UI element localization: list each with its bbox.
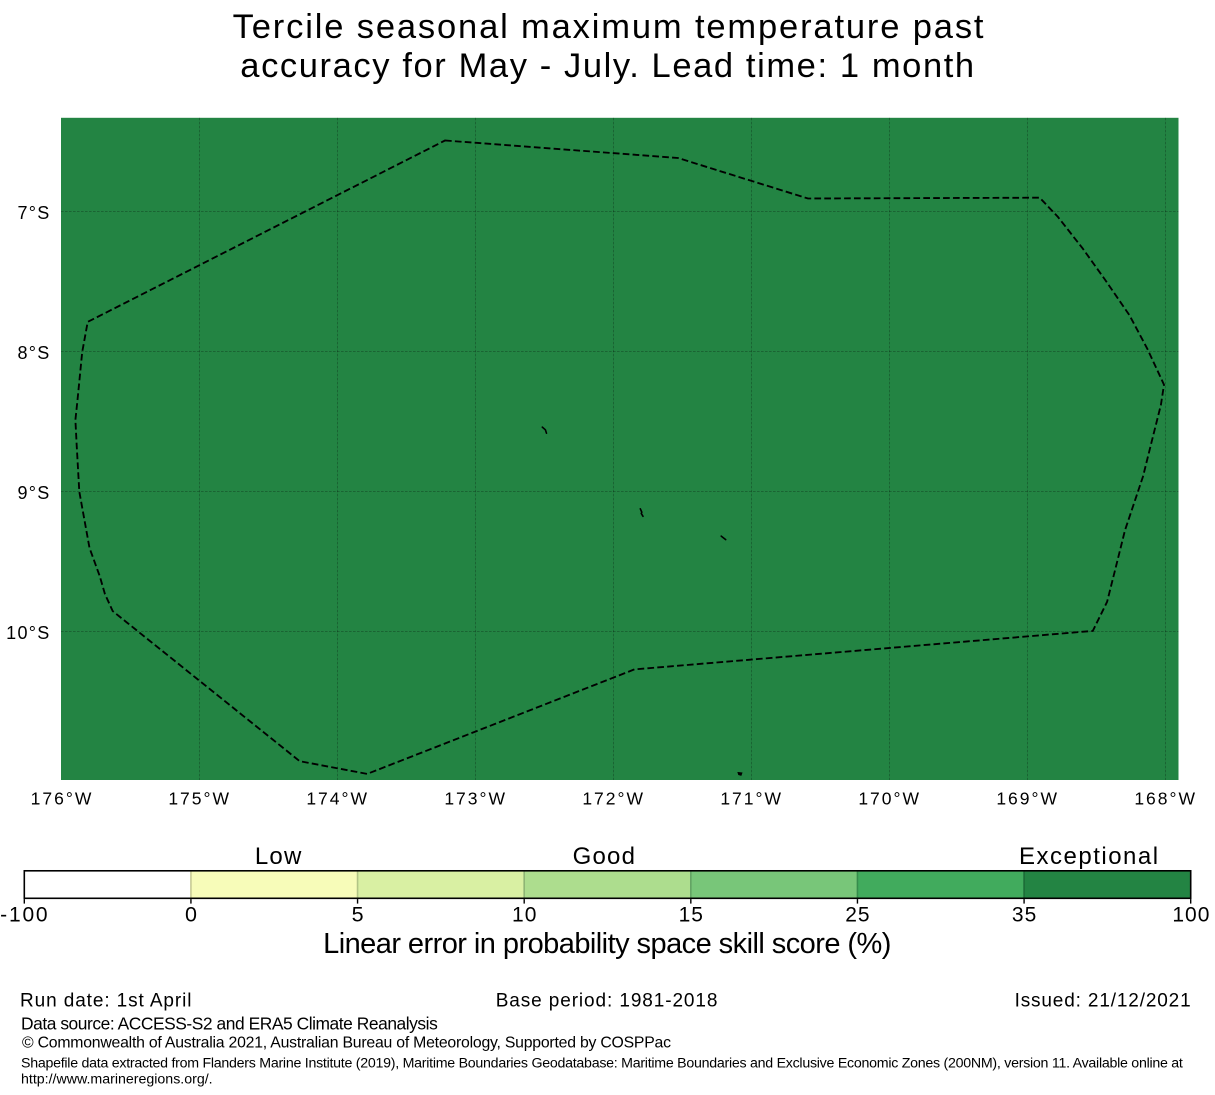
svg-text:9°S: 9°S	[17, 483, 50, 503]
svg-text:Linear error in probability sp: Linear error in probability space skill …	[323, 928, 891, 960]
svg-text:170°W: 170°W	[858, 789, 921, 809]
svg-text:7°S: 7°S	[17, 203, 50, 223]
svg-text:10: 10	[512, 904, 537, 927]
svg-text:25: 25	[845, 904, 870, 927]
svg-text:169°W: 169°W	[996, 789, 1059, 809]
svg-text:171°W: 171°W	[720, 789, 783, 809]
svg-text:Shapefile data extracted from: Shapefile data extracted from Flanders M…	[21, 1055, 1183, 1071]
svg-text:172°W: 172°W	[582, 789, 645, 809]
svg-text:168°W: 168°W	[1134, 789, 1197, 809]
svg-text:Base period: 1981-2018: Base period: 1981-2018	[496, 990, 719, 1011]
svg-text:accuracy for May - July. Lead: accuracy for May - July. Lead time: 1 mo…	[240, 47, 975, 85]
svg-text:100: 100	[1172, 904, 1210, 927]
svg-text:173°W: 173°W	[444, 789, 507, 809]
svg-text:176°W: 176°W	[31, 789, 94, 809]
svg-text:© Commonwealth of Australia 20: © Commonwealth of Australia 2021, Austra…	[22, 1034, 671, 1051]
svg-text:Data source: ACCESS-S2 and ERA: Data source: ACCESS-S2 and ERA5 Climate …	[21, 1014, 438, 1034]
svg-text:http://www.marineregions.org/.: http://www.marineregions.org/.	[21, 1072, 213, 1088]
svg-text:10°S: 10°S	[6, 623, 50, 643]
svg-text:Exceptional: Exceptional	[1019, 843, 1160, 870]
svg-text:35: 35	[1012, 904, 1037, 927]
svg-text:15: 15	[679, 904, 704, 927]
svg-text:0: 0	[185, 903, 197, 927]
svg-text:5: 5	[352, 903, 364, 927]
svg-text:-100: -100	[0, 904, 49, 927]
svg-text:Issued: 21/12/2021: Issued: 21/12/2021	[1015, 990, 1192, 1011]
svg-text:8°S: 8°S	[17, 343, 50, 363]
svg-text:Tercile seasonal maximum tempe: Tercile seasonal maximum temperature pas…	[233, 8, 986, 46]
svg-text:175°W: 175°W	[168, 789, 231, 809]
svg-text:Good: Good	[573, 843, 637, 870]
svg-text:Run date: 1st April: Run date: 1st April	[20, 990, 192, 1011]
svg-text:Low: Low	[255, 843, 303, 870]
svg-text:174°W: 174°W	[306, 789, 369, 809]
